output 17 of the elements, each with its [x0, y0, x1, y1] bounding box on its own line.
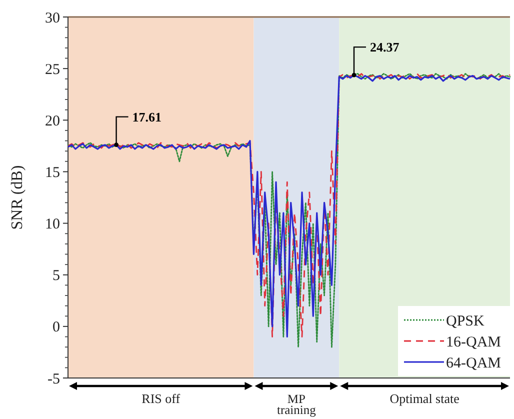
legend-label: QPSK [446, 313, 485, 330]
annotation: 17.61 [132, 109, 162, 124]
y-tick-label: 5 [52, 268, 60, 284]
y-tick-label: 10 [45, 216, 60, 233]
text: MP training [276, 392, 317, 417]
legend-label: 16-QAM [446, 334, 501, 350]
y-tick-label: 0 [52, 320, 60, 336]
y-tick-label: 15 [45, 164, 60, 181]
text: Optimal state [390, 391, 460, 406]
text: RIS off [142, 391, 181, 406]
y-axis-title: SNR (dB) [9, 165, 26, 230]
y-tick-label: -5 [48, 371, 60, 388]
y-tick-label: 30 [45, 10, 60, 26]
y-tick-label: 20 [45, 113, 60, 130]
legend-label: 64-QAM [446, 355, 501, 372]
annotation: 24.37 [370, 40, 400, 55]
y-tick-label: 25 [45, 62, 60, 78]
